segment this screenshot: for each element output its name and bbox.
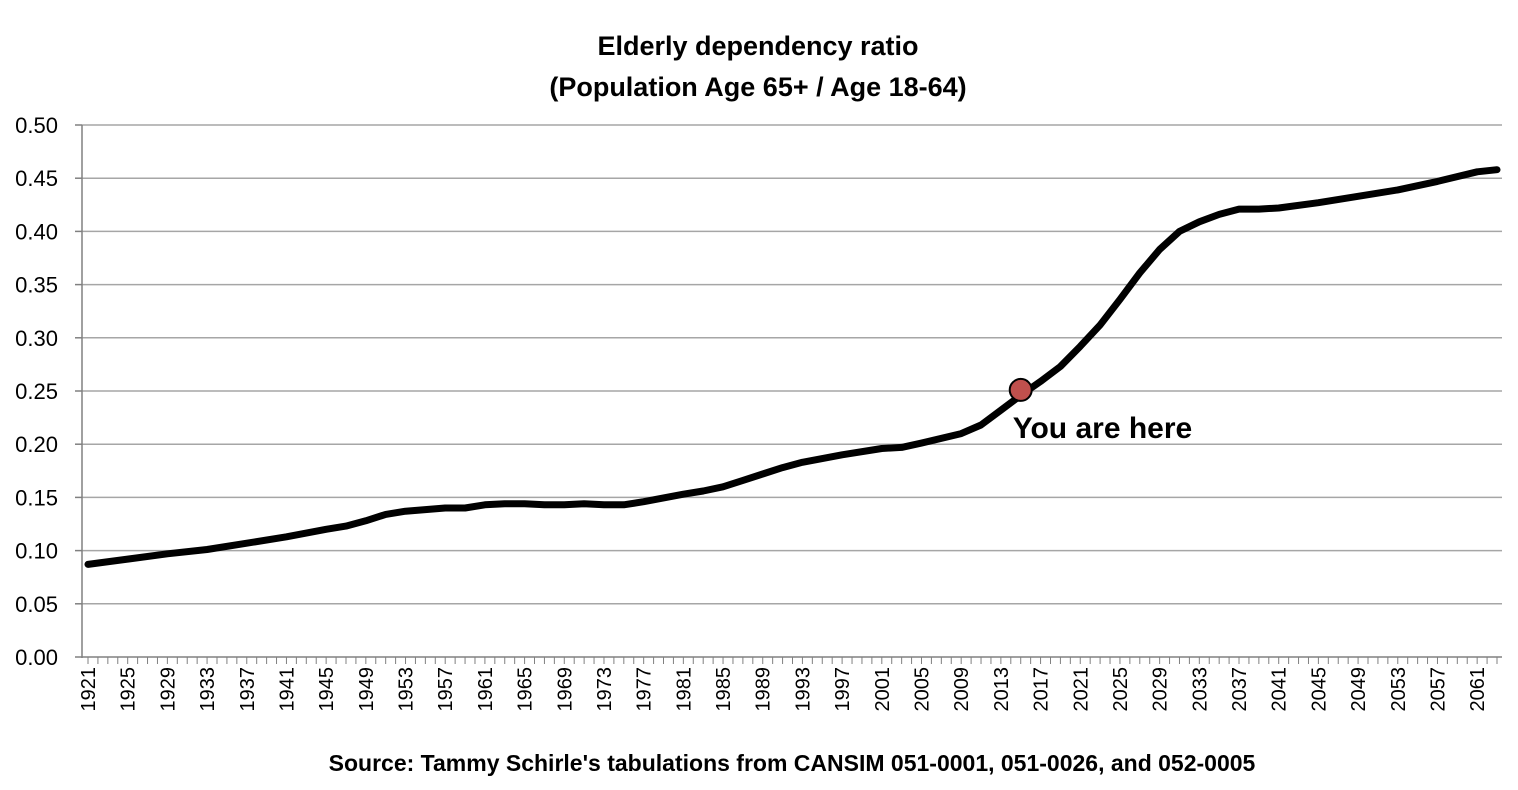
x-tick-label: 1949 xyxy=(356,667,378,712)
x-axis-label: Source: Tammy Schirle's tabulations from… xyxy=(329,750,1256,776)
x-tick-label: 1989 xyxy=(753,667,775,712)
y-tick-label: 0.10 xyxy=(15,539,58,564)
axes xyxy=(75,124,1502,664)
x-tick-label: 2001 xyxy=(872,667,894,712)
gridlines xyxy=(82,124,1502,605)
x-tick-label: 2029 xyxy=(1150,667,1172,712)
x-tick-label: 1969 xyxy=(554,667,576,712)
x-tick-label: 2053 xyxy=(1388,667,1410,712)
chart-title: Elderly dependency ratio xyxy=(597,31,918,61)
y-tick-label: 0.35 xyxy=(15,273,58,298)
chart-subtitle: (Population Age 65+ / Age 18-64) xyxy=(549,72,966,102)
x-tick-label: 1933 xyxy=(197,667,219,712)
x-tick-label: 1941 xyxy=(276,667,298,712)
y-tick-label: 0.20 xyxy=(15,432,58,457)
x-tick-label: 2057 xyxy=(1427,667,1449,712)
x-tick-label: 1929 xyxy=(157,667,179,712)
x-tick-label: 2009 xyxy=(951,667,973,712)
x-tick-label: 2033 xyxy=(1189,667,1211,712)
x-tick-label: 2025 xyxy=(1110,667,1132,712)
series-layer xyxy=(84,166,1501,568)
you-are-here-marker xyxy=(1008,377,1033,402)
x-tick-label: 1945 xyxy=(316,667,338,712)
y-tick-label: 0.30 xyxy=(15,326,58,351)
x-tick-label: 1925 xyxy=(118,667,140,712)
series-line xyxy=(84,166,1501,568)
x-tick-label: 1965 xyxy=(515,667,537,712)
x-tick-label: 1937 xyxy=(237,667,259,712)
annotation-label: You are here xyxy=(1013,412,1193,445)
y-tick-label: 0.15 xyxy=(15,485,58,510)
y-tick-label: 0.40 xyxy=(15,219,58,244)
x-tick-label: 2005 xyxy=(911,667,933,712)
x-tick-label: 2037 xyxy=(1229,667,1251,712)
x-tick-label: 1997 xyxy=(832,667,854,712)
annotation-layer: You are here xyxy=(1008,377,1193,445)
y-axis-ticks: 0.00 0.05 0.10 0.15 0.20 0.25 0.30 0.35 0.40 0.45… xyxy=(15,113,58,670)
y-tick-label: 0.25 xyxy=(15,379,58,404)
y-tick-label: 0.45 xyxy=(15,166,58,191)
y-tick-label: 0.00 xyxy=(15,645,58,670)
x-tick-label: 2049 xyxy=(1348,667,1370,712)
x-tick-label: 2021 xyxy=(1070,667,1092,712)
x-tick-label: 1981 xyxy=(673,667,695,712)
x-tick-label: 1957 xyxy=(435,667,457,712)
x-tick-label: 1977 xyxy=(634,667,656,712)
x-tick-label: 1993 xyxy=(792,667,814,712)
x-tick-label: 1973 xyxy=(594,667,616,712)
x-tick-label: 2017 xyxy=(1031,667,1053,712)
x-tick-label: 2061 xyxy=(1467,667,1489,712)
y-tick-label: 0.50 xyxy=(15,113,58,138)
x-tick-label: 1921 xyxy=(78,667,100,712)
x-tick-label: 1985 xyxy=(713,667,735,712)
x-axis-ticks: 1921 1925 1929 1933 1937 1941 1945 1949 1953 1957… xyxy=(78,667,1489,712)
x-tick-label: 2045 xyxy=(1308,667,1330,712)
x-tick-label: 2013 xyxy=(991,667,1013,712)
x-tick-label: 2041 xyxy=(1269,667,1291,712)
x-tick-label: 1953 xyxy=(396,667,418,712)
x-tick-label: 1961 xyxy=(475,667,497,712)
y-tick-label: 0.05 xyxy=(15,592,58,617)
